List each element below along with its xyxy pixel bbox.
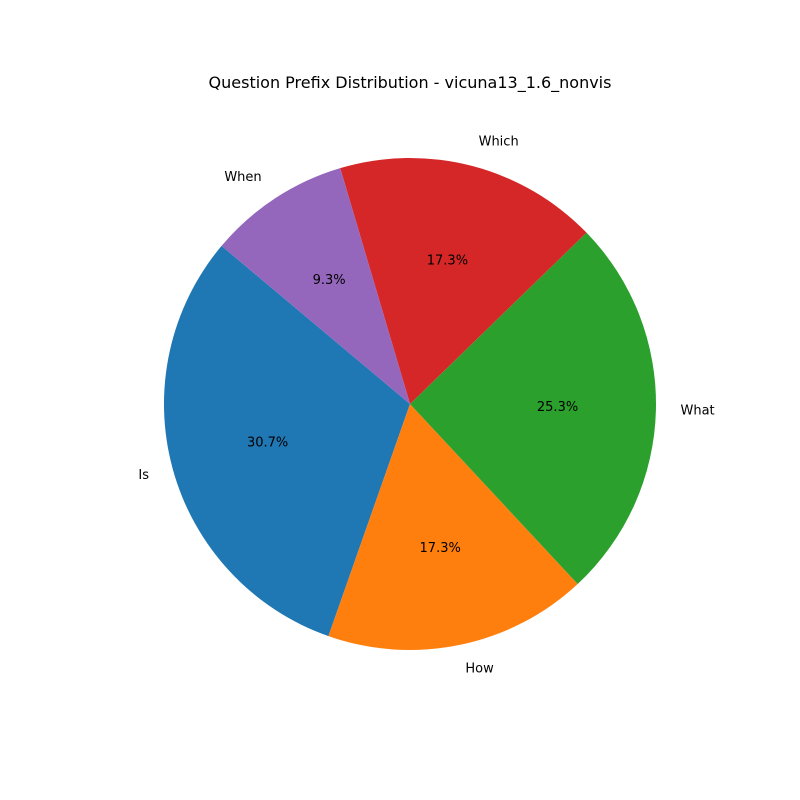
- slice-percent-when: 9.3%: [313, 273, 346, 288]
- slice-percent-is: 30.7%: [247, 435, 288, 450]
- labels-group: Is 30.7% How 17.3% What 25.3% Which 17.3% When 9.…: [138, 135, 714, 677]
- slice-label-what: What: [681, 403, 715, 418]
- slice-label-which: Which: [479, 135, 519, 150]
- pie-slice-how: [328, 404, 578, 650]
- slice-percent-which: 17.3%: [427, 254, 468, 269]
- slice-percent-what: 25.3%: [537, 400, 578, 415]
- pie-slice-is: [163, 245, 410, 637]
- pie-slice-which: [340, 158, 587, 404]
- pie-slice-what: [410, 232, 656, 584]
- chart-title: Question Prefix Distribution - vicuna13_…: [209, 73, 612, 93]
- slice-label-is: Is: [138, 468, 149, 483]
- slices-group: [163, 158, 656, 650]
- slice-label-how: How: [465, 661, 494, 676]
- slice-percent-how: 17.3%: [420, 541, 461, 556]
- pie-slice-when: [221, 168, 410, 404]
- slice-label-when: When: [224, 170, 261, 185]
